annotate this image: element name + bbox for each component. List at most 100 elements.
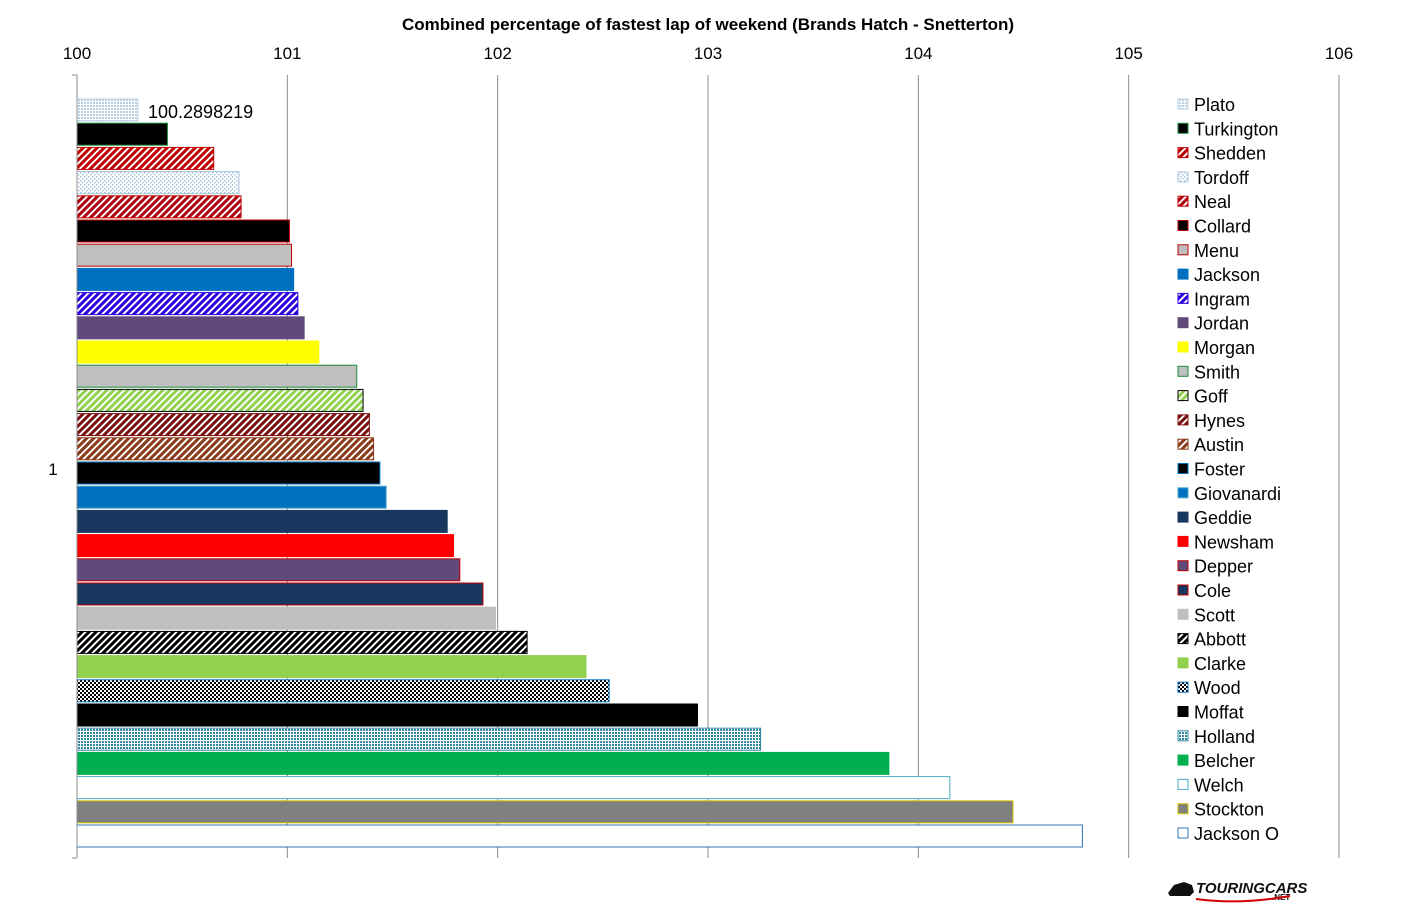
legend-swatch bbox=[1177, 827, 1189, 839]
legend-swatch bbox=[1177, 463, 1189, 474]
x-tick-label: 102 bbox=[483, 44, 511, 63]
legend-item: Moffat bbox=[1177, 703, 1244, 723]
bar-welch bbox=[76, 776, 951, 800]
legend-item: Wood bbox=[1177, 678, 1241, 698]
axes: 100 101 102 103 104 105 106 bbox=[63, 44, 1353, 859]
legend-label: Geddie bbox=[1194, 508, 1252, 528]
legend-item: Turkington bbox=[1177, 119, 1278, 139]
bar-wood bbox=[76, 679, 610, 703]
legend-item: Smith bbox=[1177, 362, 1240, 382]
legend-label: Turkington bbox=[1194, 119, 1278, 139]
legend-swatch bbox=[1177, 706, 1189, 717]
legend-swatch bbox=[1177, 414, 1189, 426]
bar-turkington bbox=[76, 122, 168, 146]
legend-swatch bbox=[1177, 365, 1189, 377]
legend-label: Jackson bbox=[1194, 265, 1260, 285]
legend-label: Belcher bbox=[1194, 751, 1255, 771]
legend-item: Menu bbox=[1177, 241, 1239, 261]
legend-swatch bbox=[1177, 317, 1189, 329]
bar-holland bbox=[76, 727, 762, 751]
legend-item: Holland bbox=[1177, 727, 1255, 747]
legend-label: Foster bbox=[1194, 460, 1245, 480]
legend-swatch bbox=[1177, 511, 1189, 523]
car-icon bbox=[1168, 882, 1194, 896]
legend-swatch bbox=[1177, 657, 1189, 669]
legend-item: Stockton bbox=[1177, 800, 1264, 820]
legend-label: Scott bbox=[1194, 605, 1235, 625]
legend-item: Belcher bbox=[1177, 751, 1255, 771]
legend-item: Foster bbox=[1177, 460, 1245, 480]
touringcars-logo: TOURINGCARS .NET bbox=[1168, 880, 1307, 903]
legend-label: Menu bbox=[1194, 241, 1239, 261]
bar-tordoff bbox=[76, 171, 240, 195]
legend-swatch bbox=[1177, 754, 1189, 766]
legend-item: Scott bbox=[1177, 605, 1235, 625]
legend-item: Morgan bbox=[1177, 338, 1255, 358]
bar-jackson-o bbox=[76, 824, 1083, 848]
bar-morgan bbox=[76, 340, 320, 364]
bar-geddie bbox=[76, 509, 448, 533]
legend-label: Holland bbox=[1194, 727, 1255, 747]
bar-foster bbox=[76, 461, 381, 485]
legend-label: Goff bbox=[1194, 387, 1229, 407]
bar-giovanardi bbox=[76, 485, 387, 509]
bar-newsham bbox=[76, 534, 454, 558]
bars bbox=[76, 98, 1083, 848]
bar-scott bbox=[76, 606, 497, 630]
bar-abbott bbox=[76, 630, 528, 654]
bar-austin bbox=[76, 437, 375, 461]
bar-plato bbox=[76, 98, 139, 122]
bar-moffat bbox=[76, 703, 698, 727]
legend-label: Welch bbox=[1194, 775, 1244, 795]
legend-label: Shedden bbox=[1194, 144, 1266, 164]
legend-item: Cole bbox=[1177, 581, 1231, 601]
x-tick-label: 104 bbox=[904, 44, 932, 63]
legend-swatch bbox=[1177, 730, 1189, 742]
legend-swatch bbox=[1177, 608, 1189, 620]
x-tick-label: 101 bbox=[273, 44, 301, 63]
bar-menu bbox=[76, 243, 293, 267]
logo-text: TOURINGCARS bbox=[1196, 880, 1307, 897]
category-tick-label: 1 bbox=[48, 460, 57, 479]
legend-label: Smith bbox=[1194, 362, 1240, 382]
legend-swatch bbox=[1177, 390, 1189, 402]
legend-item: Collard bbox=[1177, 217, 1251, 237]
legend-label: Stockton bbox=[1194, 800, 1264, 820]
legend-item: Depper bbox=[1177, 557, 1253, 577]
legend-item: Goff bbox=[1177, 387, 1229, 407]
legend-label: Cole bbox=[1194, 581, 1231, 601]
legend-swatch bbox=[1177, 171, 1189, 183]
legend-swatch bbox=[1177, 584, 1189, 596]
legend-label: Clarke bbox=[1194, 654, 1246, 674]
legend-item: Neal bbox=[1177, 192, 1231, 212]
bar-collard bbox=[76, 219, 290, 243]
bar-ingram bbox=[76, 292, 299, 316]
logo-swoosh bbox=[1195, 895, 1291, 903]
bar-jackson bbox=[76, 267, 295, 291]
legend-swatch bbox=[1177, 292, 1189, 304]
legend-label: Neal bbox=[1194, 192, 1231, 212]
x-tick-label: 106 bbox=[1325, 44, 1353, 63]
legend-item: Newsham bbox=[1177, 532, 1274, 552]
legend-label: Plato bbox=[1194, 95, 1235, 115]
bar-hynes bbox=[76, 413, 370, 437]
bar-belcher bbox=[76, 751, 890, 775]
legend-label: Depper bbox=[1194, 557, 1253, 577]
legend-label: Tordoff bbox=[1194, 168, 1250, 188]
x-tick-label: 103 bbox=[694, 44, 722, 63]
legend-swatch bbox=[1177, 803, 1189, 815]
legend-swatch bbox=[1177, 438, 1189, 450]
legend-swatch bbox=[1177, 98, 1189, 110]
legend-swatch bbox=[1177, 244, 1189, 256]
bar-smith bbox=[76, 364, 358, 388]
legend-label: Hynes bbox=[1194, 411, 1245, 431]
bar-goff bbox=[76, 388, 364, 412]
legend-label: Austin bbox=[1194, 435, 1244, 455]
legend-label: Morgan bbox=[1194, 338, 1255, 358]
legend-item: Jackson O bbox=[1177, 824, 1279, 844]
chart-title: Combined percentage of fastest lap of we… bbox=[402, 15, 1014, 34]
legend-swatch bbox=[1177, 487, 1189, 499]
legend-item: Clarke bbox=[1177, 654, 1246, 674]
data-label: 100.2898219 bbox=[148, 102, 253, 122]
